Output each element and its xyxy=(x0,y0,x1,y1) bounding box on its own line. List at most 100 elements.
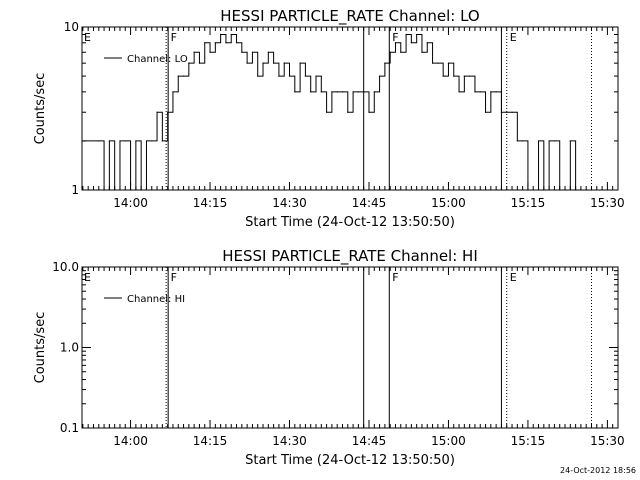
data-point xyxy=(267,51,269,53)
data-point xyxy=(230,33,232,36)
chart-panel-2: HESSI PARTICLE_RATE Channel: HI Start Tim… xyxy=(33,247,625,468)
x-tick-label: 14:00 xyxy=(113,196,148,210)
flag-label: E xyxy=(510,271,517,284)
data-point xyxy=(331,91,333,93)
data-point xyxy=(167,111,169,113)
data-point xyxy=(204,42,206,44)
data-point xyxy=(246,62,248,64)
data-point xyxy=(543,189,545,191)
x-tick-label: 15:15 xyxy=(511,434,546,448)
x-tick-label: 15:15 xyxy=(511,196,546,210)
data-point xyxy=(98,140,100,142)
x-tick-label: 14:30 xyxy=(272,196,307,210)
data-point xyxy=(357,91,359,93)
data-point xyxy=(453,75,455,77)
data-point xyxy=(320,91,322,93)
flag-label: E xyxy=(84,31,91,44)
data-point xyxy=(431,62,434,64)
data-point xyxy=(500,111,503,113)
flag-label: F xyxy=(171,271,177,284)
data-point xyxy=(469,75,471,77)
x-tick-label: 15:00 xyxy=(431,196,466,210)
footer-stamp: 24-Oct-2012 18:56 xyxy=(560,466,636,475)
data-point xyxy=(548,140,550,142)
data-point xyxy=(156,111,158,113)
data-point xyxy=(537,140,540,142)
data-point xyxy=(426,42,428,44)
data-point xyxy=(172,91,174,93)
chart-panel-1: HESSI PARTICLE_RATE Channel: LO Start Tim… xyxy=(33,7,625,230)
flag-label: E xyxy=(84,271,91,284)
data-point xyxy=(458,91,460,93)
data-point xyxy=(590,189,593,191)
data-point xyxy=(569,140,571,142)
data-point xyxy=(506,111,508,113)
data-point xyxy=(363,91,365,93)
data-point xyxy=(145,140,148,142)
y-axis-label: Counts/sec xyxy=(33,73,48,145)
data-point xyxy=(209,51,211,53)
data-point xyxy=(188,62,190,64)
data-point xyxy=(251,51,254,53)
data-point xyxy=(278,75,280,77)
flag-label: F xyxy=(392,271,398,284)
data-point xyxy=(140,189,142,191)
data-point xyxy=(347,111,349,113)
legend-entry: Channel: LO xyxy=(127,54,188,65)
data-point xyxy=(490,91,492,93)
y-tick-label: 10 xyxy=(64,20,79,34)
data-point xyxy=(114,189,116,191)
data-point xyxy=(103,189,105,191)
data-point xyxy=(310,91,312,93)
data-point xyxy=(119,140,121,142)
data-point xyxy=(575,189,577,191)
data-point xyxy=(405,33,407,36)
data-point xyxy=(394,42,397,44)
data-point xyxy=(135,140,137,142)
data-point xyxy=(384,62,386,64)
data-point xyxy=(378,75,381,77)
data-point xyxy=(447,62,450,64)
x-tick-label: 14:15 xyxy=(193,196,228,210)
data-point xyxy=(463,75,465,77)
data-point xyxy=(553,140,556,142)
data-point xyxy=(437,62,439,64)
data-point xyxy=(532,189,534,191)
chart-title: HESSI PARTICLE_RATE Channel: HI xyxy=(222,247,478,266)
data-point xyxy=(151,140,153,142)
data-point xyxy=(257,75,259,77)
x-tick-label: 14:15 xyxy=(193,434,228,448)
data-point xyxy=(108,140,110,142)
data-point xyxy=(495,91,497,93)
data-point xyxy=(516,140,518,142)
data-point xyxy=(341,91,344,93)
data-point xyxy=(373,91,375,93)
y-tick-label: 1 xyxy=(71,183,79,197)
data-point xyxy=(294,91,296,93)
data-point xyxy=(527,189,529,191)
x-axis-label: Start Time (24-Oct-12 13:50:50) xyxy=(245,215,455,230)
data-point xyxy=(580,189,582,191)
x-tick-label: 14:30 xyxy=(272,434,307,448)
data-point xyxy=(283,62,285,64)
x-tick-label: 14:00 xyxy=(113,434,148,448)
data-point xyxy=(193,51,195,53)
plot-frame xyxy=(81,26,619,191)
data-point xyxy=(299,62,301,64)
x-tick-label: 14:45 xyxy=(352,196,387,210)
data-point xyxy=(564,189,566,191)
data-point xyxy=(410,42,412,44)
data-point xyxy=(273,62,275,64)
data-point xyxy=(220,33,222,36)
y-tick-label: 1.0 xyxy=(60,341,79,355)
data-point xyxy=(225,42,227,44)
data-point xyxy=(262,62,264,64)
data-point xyxy=(235,42,238,44)
data-point xyxy=(474,91,476,93)
flag-label: E xyxy=(510,31,517,44)
data-point xyxy=(352,91,354,93)
legend-entry: Channel: HI xyxy=(127,294,185,305)
data-point xyxy=(82,140,84,142)
x-axis-label: Start Time (24-Oct-12 13:50:50) xyxy=(245,453,455,468)
